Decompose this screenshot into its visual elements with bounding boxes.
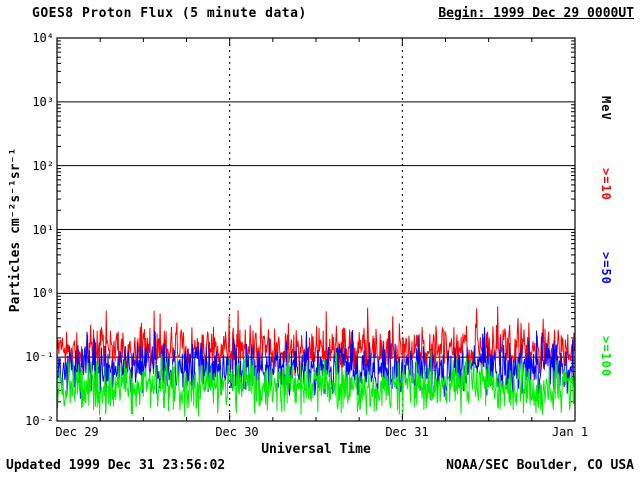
y-tick-1e-1: 10⁻¹ [25,350,54,364]
y-tick-1e3: 10³ [32,95,54,109]
y-tick-1e2: 10² [32,159,54,173]
y-tick-1e0: 10⁰ [32,286,54,300]
legend-ge50-label: >=50 [599,252,613,285]
legend-ge100-label: >=100 [599,336,613,378]
chart-title: GOES8 Proton Flux (5 minute data) [32,6,307,21]
source-credit: NOAA/SEC Boulder, CO USA [446,458,634,473]
x-tick-dec31: Dec 31 [385,425,429,439]
x-tick-dec30: Dec 30 [215,425,259,439]
y-tick-1e-2: 10⁻² [25,414,54,428]
mev-units-label: MeV [599,96,613,121]
x-tick-dec29: Dec 29 [55,425,99,439]
x-tick-jan1: Jan 1 [551,425,589,439]
begin-timestamp: Begin: 1999 Dec 29 0000UT [438,6,634,21]
y-tick-1e4: 10⁴ [32,31,54,45]
updated-timestamp: Updated 1999 Dec 31 23:56:02 [6,458,226,473]
y-axis-label: Particles cm⁻²s⁻¹sr⁻¹ [8,147,23,313]
y-tick-1e1: 10¹ [32,223,54,237]
legend-ge10-label: >=10 [599,168,613,201]
x-axis-label: Universal Time [261,442,371,457]
